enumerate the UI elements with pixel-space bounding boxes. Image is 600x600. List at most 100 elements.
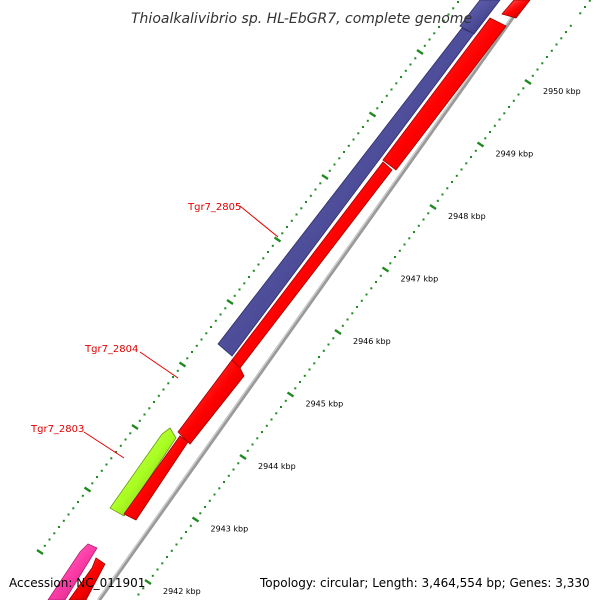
- gene-reverse-top[interactable]: [382, 17, 507, 171]
- minor-tick: [157, 394, 160, 397]
- major-tick: [83, 486, 92, 493]
- gene-tgr7-2805[interactable]: [217, 27, 479, 357]
- minor-tick: [189, 524, 192, 527]
- minor-tick: [119, 444, 122, 447]
- minor-tick: [414, 57, 417, 60]
- minor-tick: [138, 419, 141, 422]
- minor-tick: [275, 412, 278, 415]
- minor-tick: [295, 213, 298, 216]
- minor-tick: [243, 282, 246, 285]
- gene-tgr7-2804[interactable]: [177, 359, 245, 445]
- minor-tick: [265, 424, 268, 427]
- minor-tick: [48, 538, 51, 541]
- minor-tick: [100, 469, 103, 472]
- minor-tick: [180, 537, 183, 540]
- gene-label-tgr7-2803[interactable]: Tgr7_2803: [30, 424, 84, 435]
- minor-tick: [115, 451, 117, 453]
- minor-tick: [156, 568, 159, 571]
- minor-tick: [484, 137, 487, 140]
- minor-tick: [457, 1, 459, 3]
- minor-tick: [503, 112, 506, 115]
- tick-label: 2947 kbp: [401, 275, 439, 284]
- gene-reverse-top-tip[interactable]: [501, 0, 531, 19]
- gene-tgr7-2803[interactable]: [109, 427, 177, 517]
- minor-tick: [124, 438, 127, 441]
- minor-tick: [332, 337, 335, 340]
- minor-tick: [81, 494, 84, 497]
- major-tick: [321, 174, 329, 180]
- minor-tick: [53, 532, 56, 535]
- minor-tick: [423, 44, 426, 47]
- tick-label: 2948 kbp: [448, 212, 486, 221]
- minor-tick: [195, 344, 198, 347]
- minor-tick: [536, 68, 539, 71]
- minor-tick: [522, 87, 525, 90]
- major-tick: [273, 236, 282, 243]
- minor-tick: [338, 157, 341, 160]
- minor-tick: [237, 462, 240, 465]
- minor-tick: [417, 224, 420, 227]
- minor-tick: [224, 307, 227, 310]
- accession-text: Accession: NC_011901: [9, 576, 145, 590]
- minor-tick: [200, 338, 203, 341]
- minor-tick: [318, 356, 320, 358]
- tick-labels: 2942 kbp 2943 kbp 2944 kbp 2945 kbp 2946 kbp…: [163, 87, 581, 596]
- minor-tick: [365, 293, 368, 296]
- minor-tick: [385, 94, 388, 97]
- minor-tick: [261, 431, 263, 433]
- minor-tick: [541, 62, 544, 65]
- major-tick: [368, 111, 377, 118]
- minor-tick: [465, 162, 468, 165]
- genome-backbone: [97, 0, 527, 600]
- minor-tick: [319, 182, 322, 185]
- minor-tick: [148, 407, 151, 410]
- minor-tick: [470, 156, 472, 158]
- gene-other-pink[interactable]: [47, 543, 98, 600]
- minor-tick: [91, 482, 94, 485]
- minor-tick: [422, 218, 425, 221]
- minor-tick: [142, 587, 145, 590]
- minor-tick: [210, 326, 212, 328]
- major-tick: [416, 49, 424, 55]
- minor-tick: [442, 19, 445, 22]
- minor-tick: [43, 544, 46, 547]
- gene-label-tgr7-2804[interactable]: Tgr7_2804: [84, 344, 138, 355]
- gene-label-tgr7-2805[interactable]: Tgr7_2805: [187, 202, 241, 213]
- minor-tick: [357, 132, 360, 135]
- minor-tick: [161, 562, 164, 565]
- tgr7-2805-leader: [239, 205, 279, 238]
- minor-tick: [219, 313, 222, 316]
- minor-tick: [455, 174, 458, 177]
- minor-tick: [375, 281, 377, 283]
- minor-tick: [447, 13, 450, 16]
- minor-tick: [309, 194, 312, 197]
- minor-tick: [257, 263, 260, 266]
- minor-tick: [438, 26, 440, 28]
- minor-tick: [352, 138, 355, 141]
- minor-tick: [290, 219, 293, 222]
- minor-tick: [550, 49, 553, 52]
- minor-tick: [233, 294, 236, 297]
- minor-tick: [436, 199, 439, 202]
- minor-ticks: [43, 0, 591, 596]
- minor-tick: [446, 187, 449, 190]
- minor-tick: [281, 232, 284, 235]
- major-tick: [381, 266, 390, 273]
- gene-reverse-bottom[interactable]: [68, 557, 106, 600]
- minor-tick: [252, 269, 255, 272]
- minor-tick: [271, 244, 274, 247]
- minor-tick: [270, 418, 273, 421]
- major-tick: [429, 204, 437, 210]
- minor-tick: [428, 38, 431, 41]
- gene-reverse-long[interactable]: [231, 161, 393, 369]
- minor-tick: [199, 512, 202, 515]
- gene-features: [47, 0, 531, 600]
- minor-tick: [452, 7, 455, 10]
- major-tick: [178, 361, 187, 368]
- gene-forward-top[interactable]: [459, 0, 501, 35]
- minor-tick: [256, 437, 259, 440]
- major-tick: [476, 141, 485, 148]
- minor-tick: [460, 168, 463, 171]
- minor-tick: [166, 556, 168, 558]
